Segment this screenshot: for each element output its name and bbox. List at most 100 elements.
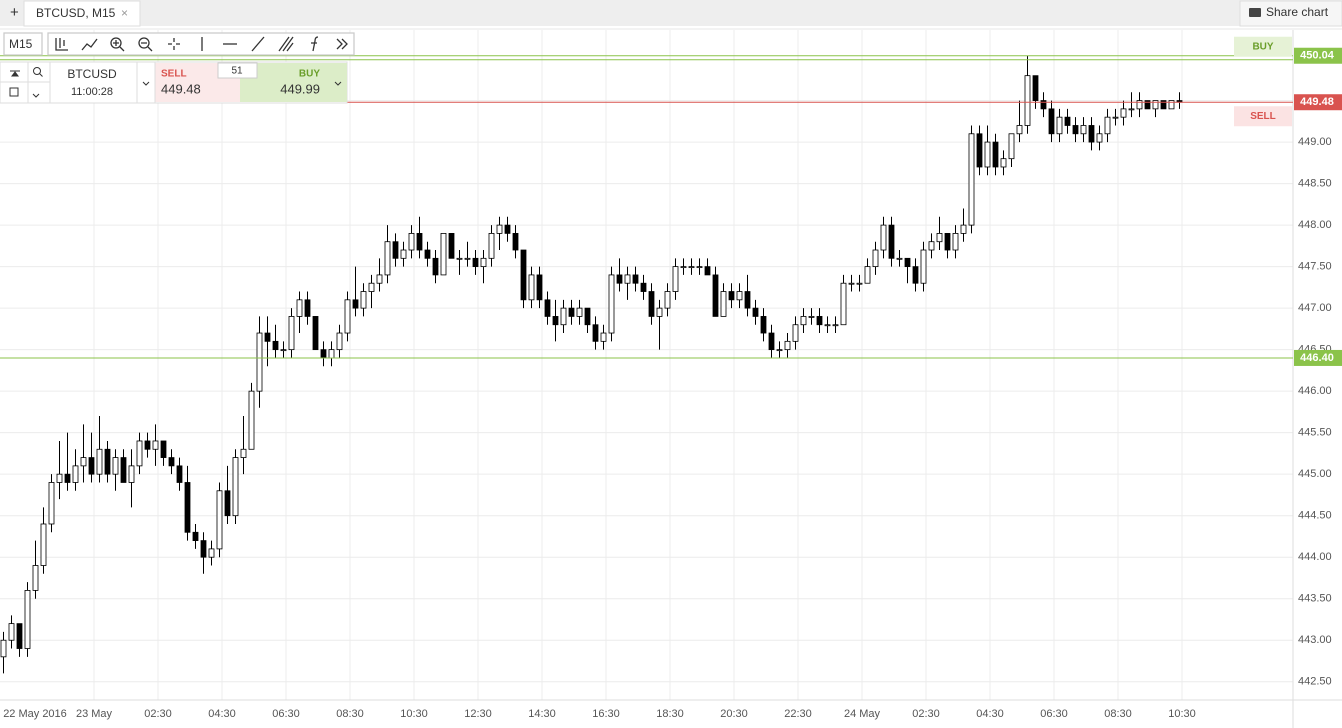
candle-body (1136, 100, 1143, 110)
interval-button[interactable] (3, 32, 43, 56)
candle-body (88, 457, 95, 475)
crosshair[interactable] (168, 38, 180, 50)
candle-body (936, 233, 943, 243)
candle-body (384, 241, 391, 276)
candle-body (424, 249, 431, 259)
y-tick-label: 447.00 (1298, 302, 1332, 314)
ticket-symbol: BTCUSD (67, 67, 117, 81)
side-tag (1234, 106, 1292, 127)
candle-body (768, 332, 775, 351)
candle-body (160, 440, 167, 458)
buy-dropdown[interactable] (330, 63, 347, 102)
candle-body (0, 639, 7, 658)
tab-close[interactable]: × (121, 6, 128, 20)
candle-body (952, 233, 959, 251)
candle-body (120, 457, 127, 483)
candle-body (664, 291, 671, 309)
candle-body (152, 440, 159, 450)
ticket-time: 11:00:28 (71, 86, 113, 98)
candle-body (256, 332, 263, 392)
candle-body (488, 233, 495, 259)
candle-body (536, 274, 543, 301)
candle-body (448, 233, 455, 259)
x-tick-label: 02:30 (912, 708, 940, 720)
candle-body (1072, 125, 1079, 135)
candle-body (840, 282, 847, 326)
candle-body (1128, 108, 1135, 111)
candle-body (824, 324, 831, 327)
candle-body (232, 457, 239, 517)
sell-label: SELL (161, 69, 187, 80)
candle-body (472, 257, 479, 268)
candle-body (560, 307, 567, 326)
candle-body (984, 141, 991, 168)
candle-body (888, 224, 895, 259)
candle-body (920, 249, 927, 284)
candle-body (696, 266, 703, 269)
candle-body (624, 274, 631, 284)
search-icon[interactable] (33, 67, 41, 75)
collapse-icon[interactable] (10, 70, 20, 77)
new-tab-icon[interactable]: + (10, 4, 19, 21)
zoom-out[interactable] (138, 37, 150, 49)
candle-body (1168, 100, 1175, 110)
price-tag (1294, 47, 1342, 64)
candle-body (976, 133, 983, 168)
candle-body (352, 299, 359, 309)
candle-body (992, 141, 999, 168)
candle-body (744, 291, 751, 309)
candle-body (904, 257, 911, 268)
candle-body (656, 307, 663, 317)
candle-body (16, 623, 23, 649)
candle-body (80, 457, 87, 467)
candle-body (200, 540, 207, 558)
buy-price: 449.99 (280, 81, 320, 96)
candle-body (1160, 100, 1167, 110)
candle-body (376, 274, 383, 284)
candle-body (688, 266, 695, 269)
more-tools[interactable] (336, 38, 348, 50)
candle-body (784, 340, 791, 351)
candle-body (1080, 125, 1087, 135)
tab-title: BTCUSD, M15 (36, 6, 116, 20)
camera-icon (1249, 8, 1261, 17)
candle-body (96, 448, 103, 475)
trend-tool[interactable] (251, 36, 265, 52)
y-tick-label: 445.50 (1298, 427, 1332, 439)
candle-body (616, 274, 623, 284)
candle-body (576, 307, 583, 317)
candle-body (1096, 133, 1103, 143)
x-tick-label: 10:30 (400, 708, 428, 720)
candle-body (704, 266, 711, 276)
candle-body (304, 299, 311, 317)
candle-body (864, 266, 871, 284)
candle-body (1056, 116, 1063, 135)
candle-body (168, 457, 175, 467)
candle-body (32, 565, 39, 591)
candle-body (648, 291, 655, 317)
candle-body (280, 349, 287, 352)
candle-body (328, 349, 335, 359)
candle-body (176, 465, 183, 483)
tool-group (47, 32, 355, 56)
fib-tool[interactable] (311, 36, 319, 52)
candle-body (64, 473, 71, 483)
candle-body (48, 482, 55, 525)
candle-body (104, 448, 111, 475)
candle-body (544, 299, 551, 317)
indicator-tool[interactable] (81, 38, 98, 51)
channel-tool[interactable] (278, 36, 294, 52)
ticket-icons (9, 73, 342, 98)
y-tick-label: 449.00 (1298, 136, 1332, 148)
candle-body (968, 133, 975, 226)
candle-body (336, 332, 343, 351)
candle-body (456, 257, 463, 260)
candles-tool[interactable] (55, 38, 68, 51)
tab[interactable] (23, 0, 141, 27)
zoom-in[interactable] (110, 37, 122, 49)
candle-body (480, 257, 487, 268)
spread: 51 (231, 66, 243, 77)
candle-body (1088, 125, 1095, 143)
candle-body (1048, 108, 1055, 135)
candle-body (1104, 116, 1111, 135)
